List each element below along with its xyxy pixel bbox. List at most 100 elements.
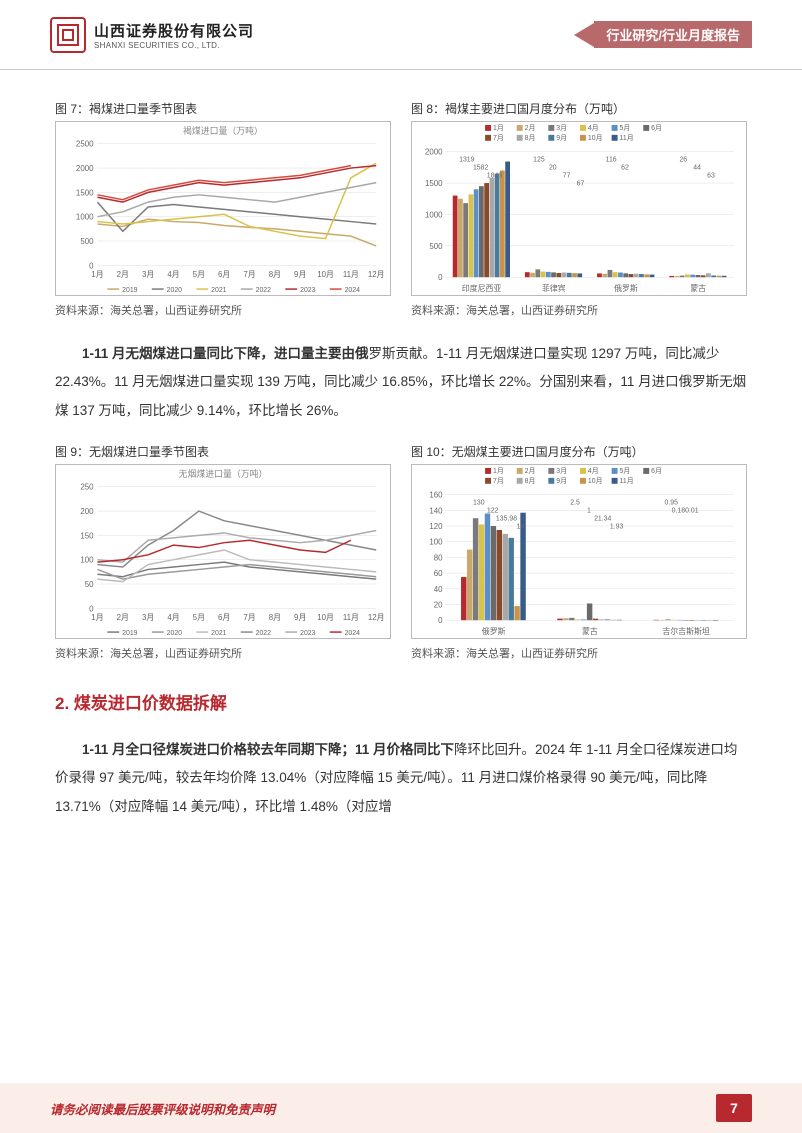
figure-8-source: 资料来源：海关总署，山西证券研究所 (411, 302, 747, 318)
svg-text:2月: 2月 (117, 270, 129, 279)
svg-text:130: 130 (473, 500, 485, 507)
svg-text:0: 0 (89, 261, 94, 270)
svg-text:2019: 2019 (122, 287, 138, 294)
svg-text:500: 500 (80, 237, 94, 246)
svg-text:62: 62 (621, 164, 629, 171)
page-footer: 请务必阅读最后股票评级说明和免责声明 7 (0, 1083, 802, 1133)
svg-text:0: 0 (438, 273, 443, 282)
chart-row-1: 图 7：褐煤进口量季节图表 褐煤进口量（万吨）05001000150020002… (55, 100, 747, 318)
svg-text:吉尔吉斯斯坦: 吉尔吉斯斯坦 (662, 626, 709, 636)
svg-text:100: 100 (80, 556, 94, 565)
svg-text:1843: 1843 (487, 172, 503, 179)
svg-text:3月: 3月 (142, 613, 154, 622)
svg-text:500: 500 (429, 242, 443, 251)
svg-text:2024: 2024 (345, 287, 361, 294)
figure-7-title: 图 7：褐煤进口量季节图表 (55, 100, 391, 117)
svg-text:21.34: 21.34 (594, 515, 611, 522)
svg-text:140: 140 (429, 506, 443, 515)
svg-text:3月: 3月 (142, 270, 154, 279)
svg-text:150: 150 (80, 531, 94, 540)
svg-text:0: 0 (438, 616, 443, 625)
svg-text:0: 0 (89, 604, 94, 613)
figure-10-chart: 1月2月3月4月5月6月7月8月9月10月11月0204060801001201… (412, 465, 746, 638)
section-2-heading: 2. 煤炭进口价数据拆解 (55, 689, 747, 714)
header-category: 行业研究/行业月度报告 (574, 21, 752, 48)
svg-text:1582: 1582 (473, 164, 489, 171)
svg-text:2月: 2月 (525, 467, 536, 475)
svg-text:2021: 2021 (211, 630, 227, 637)
svg-text:11月: 11月 (620, 477, 634, 485)
paragraph-1: 1-11 月无烟煤进口量同比下降，进口量主要由俄罗斯贡献。1-11 月无烟煤进口… (55, 340, 747, 425)
figure-9-title: 图 9：无烟煤进口量季节图表 (55, 443, 391, 460)
svg-text:125: 125 (533, 157, 545, 164)
svg-text:10月: 10月 (317, 270, 334, 279)
svg-text:18: 18 (517, 523, 525, 530)
svg-text:26: 26 (679, 157, 687, 164)
svg-text:120: 120 (429, 522, 443, 531)
svg-text:10月: 10月 (588, 134, 603, 142)
svg-text:60: 60 (434, 569, 443, 578)
svg-text:10月: 10月 (317, 613, 334, 622)
svg-text:6月: 6月 (651, 467, 662, 475)
figure-7-source: 资料来源：海关总署，山西证券研究所 (55, 302, 391, 318)
svg-text:俄罗斯: 俄罗斯 (482, 626, 506, 636)
svg-text:无烟煤进口量（万吨）: 无烟煤进口量（万吨） (179, 468, 268, 479)
svg-text:250: 250 (80, 483, 94, 492)
figure-7-chart: 褐煤进口量（万吨）050010001500200025001月2月3月4月5月6… (56, 122, 390, 295)
figure-8: 图 8：褐煤主要进口国月度分布（万吨） 1月2月3月4月5月6月7月8月9月10… (411, 100, 747, 318)
svg-text:4月: 4月 (588, 124, 599, 132)
svg-text:1.93: 1.93 (610, 523, 624, 530)
figure-9-chart: 无烟煤进口量（万吨）0501001502002501月2月3月4月5月6月7月8… (56, 465, 390, 638)
figure-8-chart: 1月2月3月4月5月6月7月8月9月10月11月0500100015002000… (412, 122, 746, 295)
svg-text:俄罗斯: 俄罗斯 (614, 283, 638, 293)
svg-text:2月: 2月 (117, 613, 129, 622)
svg-text:0.180.01: 0.180.01 (672, 507, 699, 514)
svg-text:2020: 2020 (167, 630, 183, 637)
svg-text:1月: 1月 (493, 467, 504, 475)
svg-text:2020: 2020 (167, 287, 183, 294)
svg-text:7月: 7月 (243, 270, 255, 279)
svg-text:20: 20 (434, 601, 443, 610)
svg-text:2019: 2019 (122, 630, 138, 637)
figure-9: 图 9：无烟煤进口量季节图表 无烟煤进口量（万吨）050100150200250… (55, 443, 391, 661)
svg-text:67: 67 (577, 180, 585, 187)
svg-text:2021: 2021 (211, 287, 227, 294)
svg-text:6月: 6月 (218, 270, 230, 279)
svg-text:7月: 7月 (243, 613, 255, 622)
svg-text:2.5: 2.5 (570, 500, 580, 507)
report-category: 行业研究/行业月度报告 (594, 21, 752, 48)
svg-text:8月: 8月 (269, 613, 281, 622)
svg-text:8月: 8月 (525, 134, 536, 142)
page-number: 7 (716, 1094, 752, 1122)
svg-text:2023: 2023 (300, 630, 316, 637)
svg-text:菲律宾: 菲律宾 (542, 283, 566, 293)
svg-text:1月: 1月 (493, 124, 504, 132)
svg-text:200: 200 (80, 507, 94, 516)
svg-text:2022: 2022 (256, 287, 272, 294)
svg-text:1500: 1500 (425, 179, 443, 188)
svg-text:5月: 5月 (193, 613, 205, 622)
paragraph-2: 1-11 月全口径煤炭进口价格较去年同期下降；11 月价格同比下降环比回升。20… (55, 736, 747, 821)
svg-text:4月: 4月 (167, 613, 179, 622)
svg-text:8月: 8月 (525, 477, 536, 485)
svg-text:5月: 5月 (620, 124, 631, 132)
figure-10-source: 资料来源：海关总署，山西证券研究所 (411, 645, 747, 661)
svg-text:2500: 2500 (76, 140, 94, 149)
company-name-cn: 山西证券股份有限公司 (94, 20, 254, 41)
svg-text:160: 160 (429, 491, 443, 500)
svg-text:5月: 5月 (193, 270, 205, 279)
svg-text:100: 100 (429, 538, 443, 547)
svg-text:4月: 4月 (167, 270, 179, 279)
svg-text:44: 44 (693, 164, 701, 171)
svg-text:20: 20 (549, 164, 557, 171)
svg-text:0.95: 0.95 (665, 500, 679, 507)
svg-text:1月: 1月 (91, 613, 103, 622)
svg-text:8月: 8月 (269, 270, 281, 279)
svg-text:1000: 1000 (425, 210, 443, 219)
footer-disclaimer: 请务必阅读最后股票评级说明和免责声明 (50, 1099, 275, 1118)
svg-text:6月: 6月 (218, 613, 230, 622)
svg-text:11月: 11月 (343, 613, 359, 622)
company-name-en: SHANXI SECURITIES CO., LTD. (94, 41, 254, 50)
chart-row-2: 图 9：无烟煤进口量季节图表 无烟煤进口量（万吨）050100150200250… (55, 443, 747, 661)
figure-10-title: 图 10：无烟煤主要进口国月度分布（万吨） (411, 443, 747, 460)
